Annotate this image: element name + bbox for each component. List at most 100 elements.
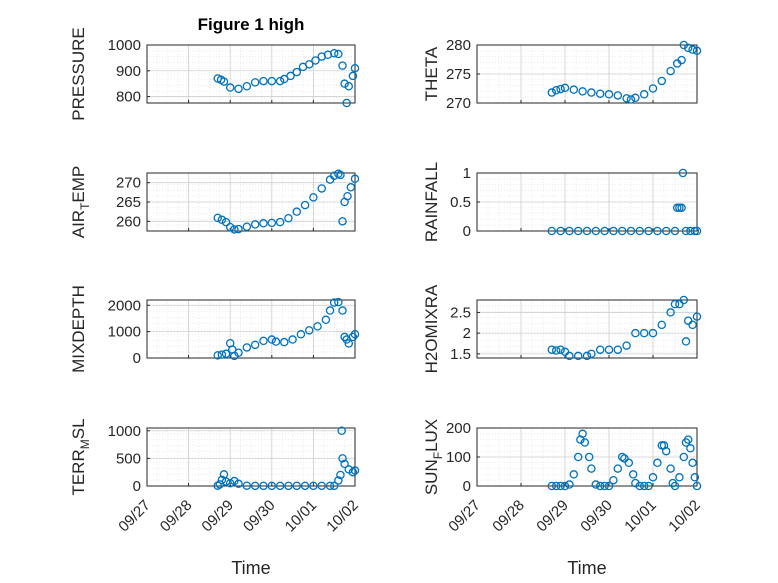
data-point [692, 312, 702, 321]
data-point [604, 481, 614, 491]
y-axis-label: H2OMIXRA [422, 284, 441, 373]
data-point [604, 345, 614, 354]
data-point [584, 452, 594, 462]
data-point [547, 88, 557, 97]
x-tick-label: 09/28 [489, 497, 528, 536]
data-point [338, 306, 347, 315]
data-point [595, 481, 605, 491]
y-tick-label: 1.5 [450, 346, 471, 363]
data-point [259, 481, 268, 491]
data-point [350, 174, 360, 184]
data-point [338, 217, 347, 226]
data-point [692, 46, 702, 56]
data-point [267, 218, 277, 228]
data-point [622, 94, 631, 103]
data-point [620, 454, 629, 463]
y-tick-label: 800 [116, 89, 141, 106]
data-point [267, 76, 277, 86]
data-point [556, 226, 565, 236]
data-point [336, 170, 345, 180]
data-point [292, 207, 302, 216]
data-point [304, 60, 314, 69]
data-point [325, 306, 335, 315]
data-point [340, 332, 349, 342]
y-axis-label: RAINFALL [422, 162, 441, 242]
data-point [591, 226, 601, 236]
data-point [348, 332, 358, 342]
data-point [250, 340, 260, 350]
data-point [657, 320, 667, 330]
data-point [343, 191, 352, 201]
subplot-3: 270 265 260 AIRTEMP [69, 166, 360, 239]
data-point [648, 84, 658, 93]
plot-area [147, 300, 355, 358]
data-point [631, 328, 640, 338]
y-tick-label: 100 [446, 449, 471, 466]
data-point [275, 217, 285, 227]
data-point [692, 481, 702, 491]
data-point [573, 351, 583, 361]
y-tick-label: 0 [133, 350, 141, 367]
data-point [259, 336, 268, 346]
data-point [340, 459, 349, 469]
data-point [677, 203, 686, 213]
data-point [221, 477, 231, 486]
data-point [688, 45, 697, 54]
y-axis-label: AIRTEMP [69, 166, 92, 239]
data-point [213, 351, 222, 360]
data-point [666, 66, 675, 76]
y-axis-label: MIXDEPTH [69, 285, 88, 373]
data-point [681, 337, 691, 346]
subplot-1: 1000 900 800 PRESSURE [69, 27, 360, 121]
data-point [678, 168, 688, 178]
data-point [677, 55, 686, 65]
data-point [587, 349, 596, 359]
x-axis-label: Time [231, 558, 270, 578]
data-point [653, 458, 662, 468]
x-tick-label: 10/02 [323, 497, 362, 536]
y-tick-label: 0 [463, 478, 471, 495]
data-point [565, 480, 574, 489]
data-point [565, 226, 574, 236]
data-point [234, 348, 243, 357]
data-point [340, 79, 349, 88]
data-point [569, 85, 579, 94]
data-point [595, 89, 605, 98]
data-point [311, 56, 320, 65]
data-point [679, 295, 689, 305]
data-point [670, 299, 680, 309]
y-tick-label: 2.5 [450, 304, 471, 321]
data-point [617, 226, 627, 236]
y-tick-label: 1000 [108, 423, 141, 440]
data-point [600, 226, 609, 236]
data-point [659, 441, 669, 450]
data-point [613, 464, 623, 473]
data-point [688, 320, 697, 330]
data-point [350, 330, 360, 339]
data-point [259, 76, 268, 86]
data-point [626, 226, 636, 236]
data-point [551, 346, 561, 355]
data-point [234, 479, 243, 489]
data-point [221, 217, 231, 227]
data-point [692, 226, 702, 236]
data-point [679, 452, 689, 462]
y-tick-label: 270 [446, 95, 471, 112]
data-point [296, 330, 306, 339]
data-point [556, 84, 565, 94]
data-point [587, 88, 596, 97]
data-point [275, 76, 285, 86]
data-point [580, 438, 590, 447]
data-point [334, 49, 343, 59]
data-point [670, 481, 680, 491]
data-point [250, 481, 260, 491]
data-point [317, 481, 326, 491]
data-point [329, 48, 339, 58]
data-point [225, 478, 235, 488]
data-point [609, 226, 618, 236]
subplot-5: 2000 1000 0 MIXDEPTH [69, 285, 360, 373]
data-point [300, 481, 310, 491]
y-tick-label: 500 [116, 450, 141, 467]
data-point [250, 78, 260, 87]
